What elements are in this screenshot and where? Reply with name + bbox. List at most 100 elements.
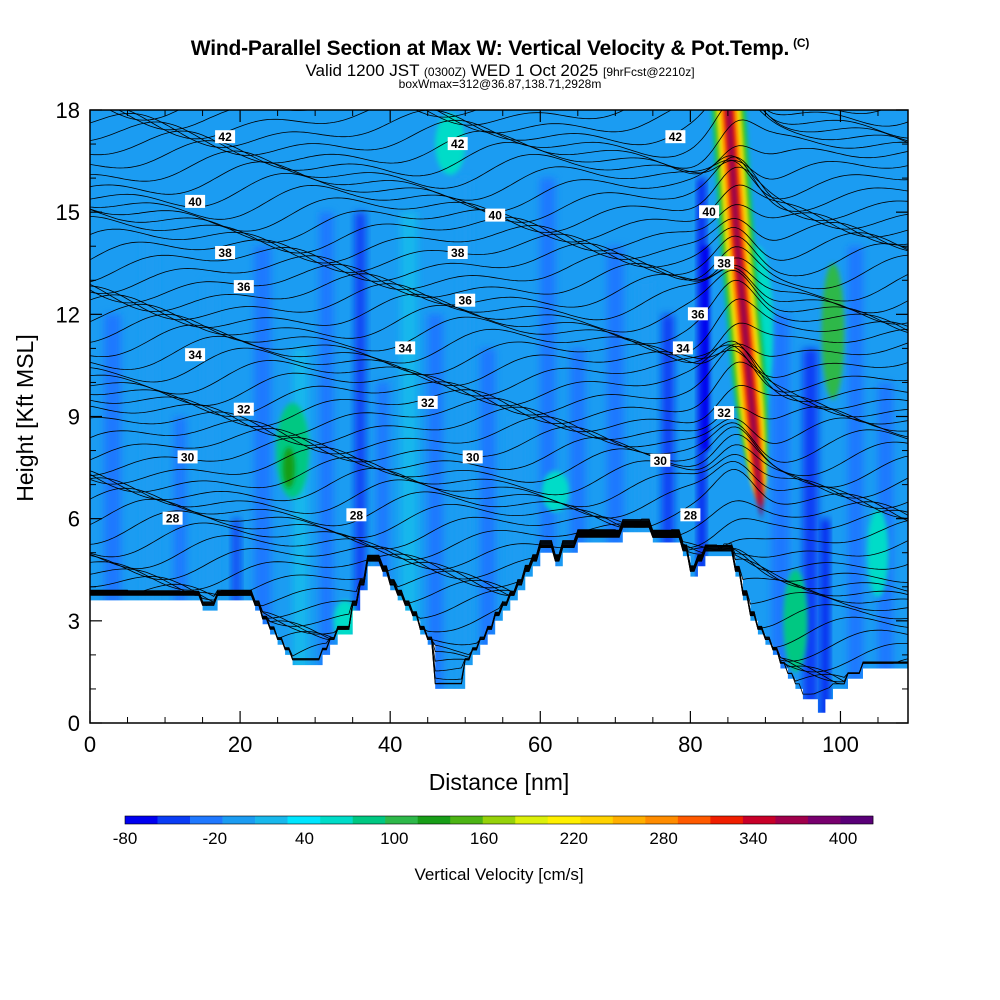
contour-label: 38	[215, 246, 236, 260]
chart-title-text: Wind-Parallel Section at Max W: Vertical…	[190, 37, 790, 60]
theta-contour	[90, 468, 908, 528]
colorbar-tick-label: 100	[380, 829, 408, 848]
x-axis-label: Distance [nm]	[429, 769, 570, 795]
colorbar-swatch	[612, 816, 646, 824]
x-tick-label: 0	[84, 732, 96, 757]
colorbar-swatch	[807, 816, 841, 824]
theta-contour	[90, 227, 908, 273]
contour-label: 42	[665, 130, 686, 144]
colorbar-tick-label: 40	[295, 829, 314, 848]
colorbar-swatch	[482, 816, 516, 824]
colorbar-swatch	[385, 816, 418, 824]
contour-label-text: 34	[399, 341, 413, 355]
theta-contour	[90, 269, 908, 333]
theta-contour	[90, 444, 908, 499]
contour-label-box	[395, 341, 416, 355]
theta-contour	[90, 523, 908, 648]
theta-contour	[90, 140, 908, 177]
colorbar: -80 -20 40 100 160 220 280 340 400	[113, 815, 874, 848]
contour-label: 30	[650, 453, 671, 468]
contour-label-text: 32	[717, 406, 731, 420]
theta-contour	[90, 519, 908, 570]
contour-label-box	[665, 130, 686, 144]
theta-contour	[90, 257, 908, 304]
contour-label-text: 40	[702, 205, 716, 219]
contour-label: 34	[395, 341, 416, 355]
colorbar-swatch	[320, 816, 353, 824]
contour-label-text: 38	[717, 256, 731, 270]
contour-label: 28	[346, 508, 367, 522]
valid-time-line: Valid 1200 JST (0300Z) WED 1 Oct 2025 [9…	[0, 61, 1000, 81]
colorbar-swatch	[775, 816, 809, 824]
theta-contour	[90, 347, 908, 387]
y-tick-label: 12	[56, 302, 80, 327]
theta-contour	[90, 235, 908, 283]
contour-label: 36	[233, 280, 254, 294]
colorbar-tick-label: 220	[560, 829, 588, 848]
contour-label-box	[215, 246, 236, 259]
theta-contour	[90, 453, 908, 509]
contour-label-box	[233, 402, 254, 416]
y-tick-label: 0	[68, 711, 80, 736]
colorbar-swatch	[645, 816, 679, 824]
y-tick-label: 15	[56, 200, 80, 225]
velocity-streak	[319, 212, 334, 723]
y-tick-label: 3	[68, 609, 80, 634]
updraft-level	[727, 110, 763, 519]
contour-label-box	[447, 137, 468, 151]
velocity-cell	[333, 600, 357, 642]
velocity-streak	[847, 246, 863, 723]
colorbar-swatch	[840, 816, 874, 824]
theta-contour	[90, 416, 908, 455]
theta-contour	[90, 519, 908, 580]
theta-contour	[90, 298, 908, 356]
contour-label: 40	[699, 205, 720, 219]
colorbar-swatch	[190, 816, 223, 824]
colorbar-tick-label: 340	[739, 829, 767, 848]
contour-label-text: 30	[181, 450, 195, 464]
velocity-cell	[867, 508, 889, 597]
colorbar-swatch	[515, 816, 549, 824]
theta-contour	[90, 266, 908, 325]
theta-contour	[90, 406, 908, 446]
contour-label-box	[714, 406, 735, 420]
valid-date: WED 1 Oct 2025	[470, 61, 599, 80]
contour-label: 38	[447, 246, 468, 260]
colorbar-swatch	[677, 816, 711, 824]
colorbar-swatch	[157, 816, 191, 824]
contour-label-box	[185, 348, 206, 362]
contour-label-box	[680, 508, 701, 522]
downdraft-core	[701, 246, 710, 451]
contour-label-text: 42	[218, 130, 232, 144]
theta-contour	[90, 426, 908, 477]
box-info: boxWmax=312@36.87,138.71,2928m	[398, 77, 602, 91]
colorbar-title: Vertical Velocity [cm/s]	[414, 865, 583, 884]
colorbar-swatch	[125, 816, 158, 824]
contour-label: 42	[215, 130, 236, 144]
contour-label-box	[687, 307, 708, 321]
y-tick-label: 9	[68, 405, 80, 430]
contour-label: 30	[177, 450, 198, 464]
contour-label: 36	[687, 307, 708, 321]
contour-label-box	[672, 341, 693, 355]
contour-label-text: 34	[188, 348, 202, 362]
theta-contour	[90, 520, 908, 591]
contour-label-box	[650, 453, 671, 467]
contour-label-box	[462, 450, 483, 464]
colorbar-tick-label: -80	[113, 829, 138, 848]
theta-contour	[118, 110, 908, 131]
contour-label: 38	[714, 256, 735, 270]
x-tick-label: 40	[378, 732, 402, 757]
theta-contour	[90, 246, 908, 295]
contour-label-box	[417, 395, 438, 409]
contour-label-text: 34	[676, 341, 690, 355]
theta-contour	[90, 279, 908, 345]
theta-contour	[90, 520, 908, 601]
contour-label-text: 42	[669, 130, 683, 144]
colorbar-swatch	[417, 816, 451, 824]
colorbar-swatch	[255, 816, 288, 824]
velocity-streak	[400, 212, 418, 723]
theta-contour	[90, 509, 908, 550]
